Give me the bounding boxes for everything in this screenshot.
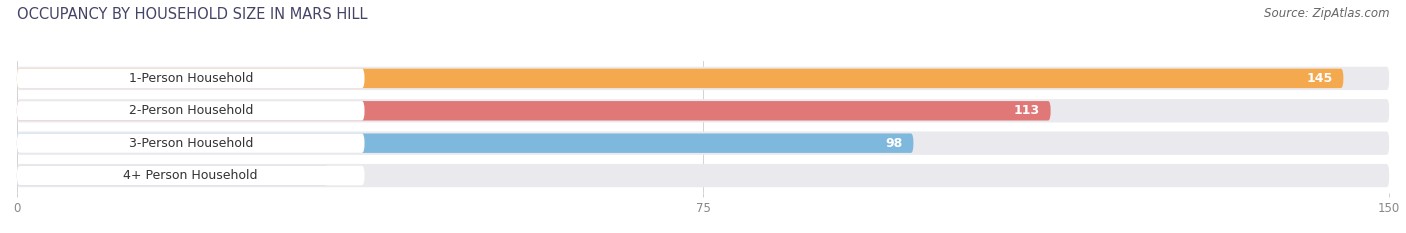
FancyBboxPatch shape (17, 69, 1343, 88)
Text: 2-Person Household: 2-Person Household (128, 104, 253, 117)
FancyBboxPatch shape (17, 69, 364, 88)
FancyBboxPatch shape (17, 101, 364, 120)
FancyBboxPatch shape (17, 134, 914, 153)
FancyBboxPatch shape (17, 134, 364, 153)
FancyBboxPatch shape (17, 131, 1389, 155)
Text: 113: 113 (1014, 104, 1039, 117)
Text: 1-Person Household: 1-Person Household (128, 72, 253, 85)
FancyBboxPatch shape (17, 166, 364, 185)
FancyBboxPatch shape (17, 164, 1389, 187)
Text: 34: 34 (299, 169, 316, 182)
FancyBboxPatch shape (17, 166, 328, 185)
Text: OCCUPANCY BY HOUSEHOLD SIZE IN MARS HILL: OCCUPANCY BY HOUSEHOLD SIZE IN MARS HILL (17, 7, 367, 22)
FancyBboxPatch shape (17, 67, 1389, 90)
Text: 145: 145 (1306, 72, 1333, 85)
Text: 3-Person Household: 3-Person Household (128, 137, 253, 150)
FancyBboxPatch shape (17, 101, 1050, 120)
Text: Source: ZipAtlas.com: Source: ZipAtlas.com (1264, 7, 1389, 20)
FancyBboxPatch shape (17, 99, 1389, 123)
Text: 98: 98 (886, 137, 903, 150)
Text: 4+ Person Household: 4+ Person Household (124, 169, 257, 182)
